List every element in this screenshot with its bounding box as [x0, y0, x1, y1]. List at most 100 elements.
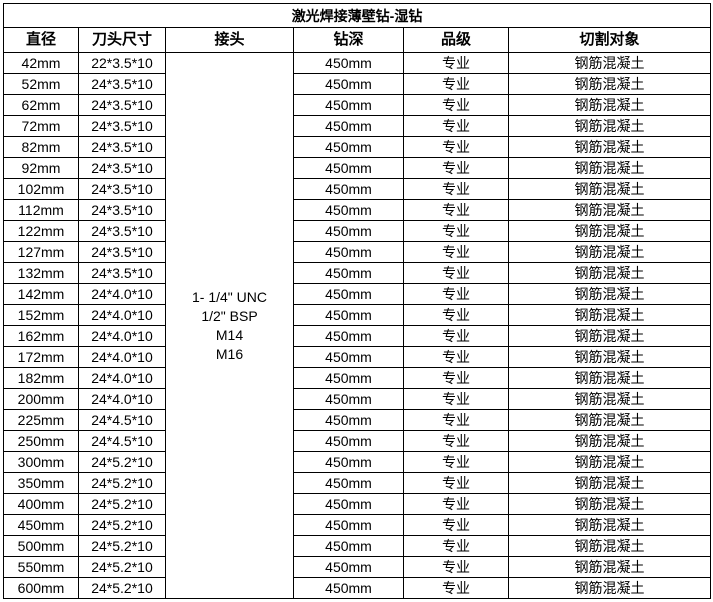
cell: 专业: [403, 94, 509, 116]
data-row: 225mm 24*4.5*10 450mm 专业 钢筋混凝土: [3, 409, 712, 431]
cell: 132mm: [3, 262, 79, 284]
data-row: 400mm 24*5.2*10 450mm 专业 钢筋混凝土: [3, 493, 712, 515]
spec-table: 激光焊接薄壁钻-湿钻 直径 刀头尺寸 接头 钻深 品级 切割对象 42mm 22*3.5*10…: [2, 3, 712, 599]
cell: 钢筋混凝土: [507, 73, 712, 95]
cell: 专业: [403, 367, 509, 389]
data-row: 62mm 24*3.5*10 450mm 专业 钢筋混凝土: [3, 94, 712, 116]
data-row: 52mm 24*3.5*10 450mm 专业 钢筋混凝土: [3, 73, 712, 95]
cell: 400mm: [3, 493, 79, 515]
cell: 专业: [403, 157, 509, 179]
data-row: 162mm 24*4.0*10 450mm 专业 钢筋混凝土: [3, 325, 712, 347]
cell: 450mm: [293, 430, 404, 452]
cell: 550mm: [3, 556, 79, 578]
cell: 专业: [403, 388, 509, 410]
cell: 专业: [403, 577, 509, 599]
cell: 450mm: [293, 451, 404, 473]
connector-line: M14: [215, 326, 244, 343]
data-row: 122mm 24*3.5*10 450mm 专业 钢筋混凝土: [3, 220, 712, 242]
cell: 钢筋混凝土: [507, 178, 712, 200]
cell: 专业: [403, 283, 509, 305]
cell: 127mm: [3, 241, 79, 263]
data-row: 92mm 24*3.5*10 450mm 专业 钢筋混凝土: [3, 157, 712, 179]
cell: 450mm: [293, 178, 404, 200]
cell: 24*3.5*10: [78, 199, 166, 221]
cell: 450mm: [293, 325, 404, 347]
data-row: 152mm 24*4.0*10 450mm 专业 钢筋混凝土: [3, 304, 712, 326]
cell: 钢筋混凝土: [507, 388, 712, 410]
cell: 专业: [403, 52, 509, 74]
cell: 450mm: [293, 556, 404, 578]
cell: 钢筋混凝土: [507, 535, 712, 557]
cell: 450mm: [293, 535, 404, 557]
cell: 钢筋混凝土: [507, 367, 712, 389]
table-title: 激光焊接薄壁钻-湿钻: [2, 3, 712, 28]
cell: 450mm: [293, 409, 404, 431]
cell: 24*3.5*10: [78, 115, 166, 137]
cell: 专业: [403, 472, 509, 494]
cell: 24*3.5*10: [78, 241, 166, 263]
cell: 钢筋混凝土: [507, 577, 712, 599]
data-row: 132mm 24*3.5*10 450mm 专业 钢筋混凝土: [3, 262, 712, 284]
cell: 专业: [403, 136, 509, 158]
cell: 钢筋混凝土: [507, 346, 712, 368]
cell: 专业: [403, 451, 509, 473]
cell: 专业: [403, 325, 509, 347]
data-row: 600mm 24*5.2*10 450mm 专业 钢筋混凝土: [3, 577, 712, 599]
cell: 450mm: [293, 157, 404, 179]
connector-line: M16: [215, 345, 244, 362]
data-row: 250mm 24*4.5*10 450mm 专业 钢筋混凝土: [3, 430, 712, 452]
data-row: 500mm 24*5.2*10 450mm 专业 钢筋混凝土: [3, 535, 712, 557]
cell: 钢筋混凝土: [507, 115, 712, 137]
cell: 122mm: [3, 220, 79, 242]
connector-line: 1/2" BSP: [201, 307, 258, 324]
cell: 钢筋混凝土: [507, 430, 712, 452]
cell: 钢筋混凝土: [507, 409, 712, 431]
cell: 24*3.5*10: [78, 220, 166, 242]
cell: 450mm: [293, 577, 404, 599]
cell: 24*3.5*10: [78, 94, 166, 116]
cell: 24*5.2*10: [78, 451, 166, 473]
cell: 24*5.2*10: [78, 535, 166, 557]
cell: 450mm: [293, 304, 404, 326]
cell: 72mm: [3, 115, 79, 137]
cell: 450mm: [293, 199, 404, 221]
cell: 112mm: [3, 199, 79, 221]
cell: 钢筋混凝土: [507, 472, 712, 494]
cell: 钢筋混凝土: [507, 493, 712, 515]
cell: 24*3.5*10: [78, 178, 166, 200]
cell: 200mm: [3, 388, 79, 410]
cell: 钢筋混凝土: [507, 94, 712, 116]
cell: 专业: [403, 73, 509, 95]
cell: 450mm: [293, 94, 404, 116]
cell: 钢筋混凝土: [507, 325, 712, 347]
data-row: 142mm 24*4.0*10 450mm 专业 钢筋混凝土: [3, 283, 712, 305]
cell: 24*4.0*10: [78, 388, 166, 410]
cell: 24*4.5*10: [78, 430, 166, 452]
cell: 450mm: [293, 472, 404, 494]
cell: 142mm: [3, 283, 79, 305]
connector-line: 1- 1/4" UNC: [192, 288, 267, 305]
data-row: 112mm 24*3.5*10 450mm 专业 钢筋混凝土: [3, 199, 712, 221]
cell: 24*4.0*10: [78, 283, 166, 305]
cell: 专业: [403, 409, 509, 431]
cell: 24*4.0*10: [78, 325, 166, 347]
column-header: 切割对象: [507, 27, 712, 53]
cell: 钢筋混凝土: [507, 514, 712, 536]
cell: 钢筋混凝土: [507, 556, 712, 578]
cell: 24*3.5*10: [78, 136, 166, 158]
table-body: 激光焊接薄壁钻-湿钻 直径 刀头尺寸 接头 钻深 品级 切割对象 42mm 22*3.5*10…: [2, 3, 712, 599]
data-row: 450mm 24*5.2*10 450mm 专业 钢筋混凝土: [3, 514, 712, 536]
cell: 钢筋混凝土: [507, 283, 712, 305]
cell: 300mm: [3, 451, 79, 473]
data-row: 350mm 24*5.2*10 450mm 专业 钢筋混凝土: [3, 472, 712, 494]
cell: 专业: [403, 115, 509, 137]
data-row: 200mm 24*4.0*10 450mm 专业 钢筋混凝土: [3, 388, 712, 410]
cell: 450mm: [293, 262, 404, 284]
cell: 450mm: [293, 283, 404, 305]
cell: 24*5.2*10: [78, 556, 166, 578]
cell: 450mm: [293, 136, 404, 158]
cell: 专业: [403, 430, 509, 452]
cell: 钢筋混凝土: [507, 52, 712, 74]
column-header: 钻深: [293, 27, 404, 53]
